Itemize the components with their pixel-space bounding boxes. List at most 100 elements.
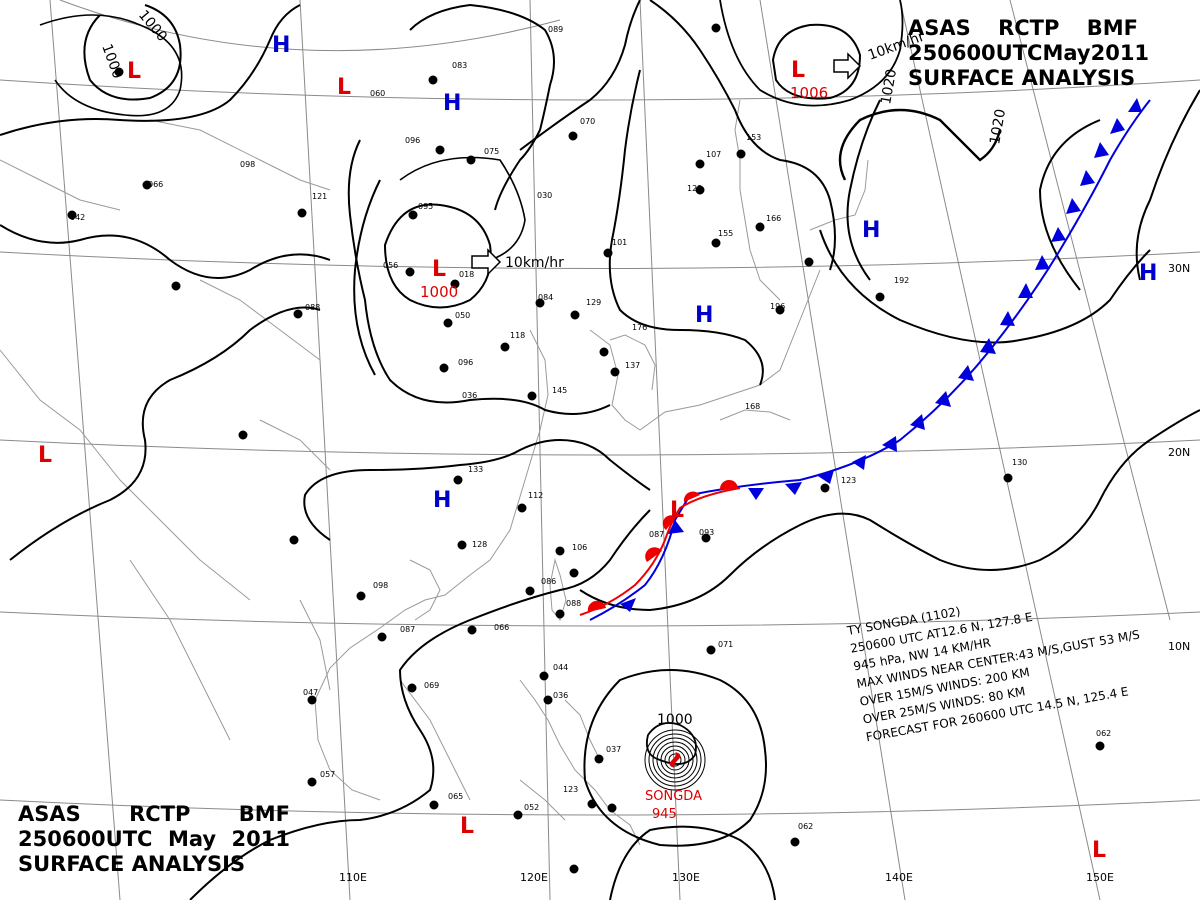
station-value: 086 <box>541 577 556 586</box>
station-value: 044 <box>553 663 568 672</box>
low-pressure-center: L <box>38 443 52 468</box>
station-value: 030 <box>537 191 552 200</box>
low-pressure-center: L <box>1092 838 1106 863</box>
station-value: 071 <box>718 640 733 649</box>
longitude-labels: 110E 120E 130E 140E 150E <box>339 871 1114 884</box>
typhoon-rings <box>644 729 706 791</box>
station-value: 075 <box>484 147 499 156</box>
lat-label: 10N <box>1168 640 1190 653</box>
station-value: 066 <box>148 180 163 189</box>
station-value: 196 <box>770 302 785 311</box>
high-pressure-center: H <box>433 488 451 513</box>
station-value: 107 <box>706 150 721 159</box>
station-value: 118 <box>510 331 525 340</box>
station-value: 037 <box>606 745 621 754</box>
station-value: 087 <box>400 625 415 634</box>
high-pressure-center: H <box>1139 261 1157 286</box>
center-values: 1000 1006 <box>420 84 828 301</box>
station-value: 089 <box>548 25 563 34</box>
title-office: BMF <box>1086 16 1138 40</box>
station-value: 128 <box>472 540 487 549</box>
title-agency: ASAS <box>18 802 81 826</box>
lat-label: 30N <box>1168 262 1190 275</box>
isobar-label: 1000 <box>657 712 693 728</box>
title-datetime: 250600UTC <box>908 41 1043 65</box>
station-value: 153 <box>746 133 761 142</box>
station-value: 083 <box>452 61 467 70</box>
title-product: SURFACE ANALYSIS <box>18 852 246 876</box>
lon-label: 130E <box>672 871 700 884</box>
cold-front <box>589 98 1151 621</box>
lon-label: 150E <box>1086 871 1114 884</box>
high-pressure-center: H <box>695 303 713 328</box>
station-value: 062 <box>1096 729 1111 738</box>
station-value: 056 <box>383 261 398 270</box>
lon-label: 110E <box>339 871 367 884</box>
station-value: 069 <box>424 681 439 690</box>
station-value: 088 <box>305 303 320 312</box>
station-value: 093 <box>699 528 714 537</box>
low-center-value: 1006 <box>790 84 828 102</box>
station-value: 166 <box>766 214 781 223</box>
low-center-value: 1000 <box>420 283 458 301</box>
title-datetime: 250600UTC <box>18 827 153 851</box>
high-pressure-center: H <box>272 33 290 58</box>
isobar-label: 1000 <box>98 42 125 81</box>
typhoon-info: TY SONGDA (1102) 250600 UTC AT12.6 N, 12… <box>845 604 1141 744</box>
station-value: 130 <box>1012 458 1027 467</box>
station-value: 036 <box>553 691 568 700</box>
station-glyphs <box>67 23 1105 874</box>
title-year: 2011 <box>231 827 290 851</box>
typhoon-symbol-icon <box>669 752 681 768</box>
typhoon-name: SONGDA <box>645 789 702 804</box>
high-pressure-center: H <box>443 91 461 116</box>
station-value: 133 <box>468 465 483 474</box>
lon-label: 120E <box>520 871 548 884</box>
low-pressure-center: L <box>791 58 805 83</box>
motion-label: 10km/hr <box>505 255 564 271</box>
station-value: 047 <box>303 688 318 697</box>
title-station: RCTP <box>129 802 191 826</box>
station-value: 096 <box>458 358 473 367</box>
station-value: 155 <box>718 229 733 238</box>
station-value: 065 <box>448 792 463 801</box>
isobar-label: 1020 <box>987 108 1009 146</box>
station-value: 098 <box>373 581 388 590</box>
station-value: 018 <box>459 270 474 279</box>
pressure-centers: H H H H H H L L L L L L L L <box>38 33 1157 863</box>
coastlines <box>0 99 869 846</box>
latitude-labels: 30N 20N 10N <box>1168 262 1190 653</box>
station-values: 089 083 060 096 075 098 121 095 056 018 … <box>70 25 1111 831</box>
station-value: 088 <box>566 599 581 608</box>
high-pressure-center: H <box>862 218 880 243</box>
station-value: 168 <box>745 402 760 411</box>
station-value: 123 <box>841 476 856 485</box>
station-value: 137 <box>625 361 640 370</box>
motion-arrows <box>471 52 862 276</box>
motion-arrow-icon <box>471 248 502 276</box>
title-month: May <box>167 827 217 851</box>
lat-label: 20N <box>1168 446 1190 459</box>
station-value: 176 <box>632 323 647 332</box>
station-value: 096 <box>405 136 420 145</box>
station-value: 123 <box>563 785 578 794</box>
station-value: 112 <box>528 491 543 500</box>
station-value: 060 <box>370 89 385 98</box>
title-year: 2011 <box>1090 41 1150 65</box>
station-value: 192 <box>894 276 909 285</box>
low-pressure-center: L <box>460 814 474 839</box>
typhoon-labels: SONGDA 945 <box>645 789 702 822</box>
isobar-label: 1020 <box>878 68 900 106</box>
station-value: 070 <box>580 117 595 126</box>
station-value: 052 <box>524 803 539 812</box>
title-office: BMF <box>238 802 290 826</box>
title-station: RCTP <box>998 16 1060 40</box>
station-value: 042 <box>70 213 85 222</box>
title-agency: ASAS <box>908 16 971 40</box>
title-product: SURFACE ANALYSIS <box>908 66 1136 90</box>
title-block-top: ASAS RCTP BMF 250600UTC May 2011 SURFACE… <box>908 16 1149 91</box>
